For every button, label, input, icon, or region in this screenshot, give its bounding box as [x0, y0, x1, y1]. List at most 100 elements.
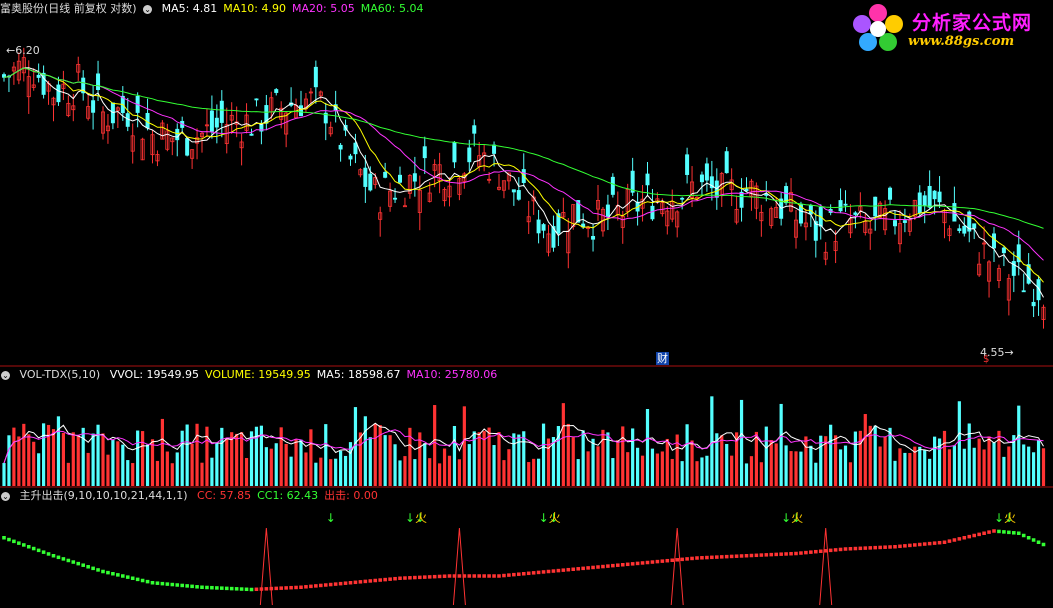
- candle-body: [823, 251, 828, 260]
- cc-segment: [596, 565, 600, 569]
- cc-segment: [715, 555, 719, 559]
- volume-bar: [527, 462, 531, 486]
- candle-body: [160, 122, 165, 140]
- cc-segment: [91, 566, 95, 571]
- dollar-marker[interactable]: $: [983, 354, 990, 365]
- indicator-header: ⌄ 主升出击(9,10,10,10,21,44,1,1) CC: 57.85 CC…: [0, 488, 390, 504]
- volume-bar: [863, 414, 867, 486]
- volume-bar: [452, 425, 457, 486]
- volume-bar: [383, 435, 387, 486]
- cc-segment: [724, 554, 729, 559]
- volume-bar: [695, 461, 699, 486]
- cc-segment: [165, 582, 170, 586]
- candle-body: [86, 106, 91, 119]
- volume-settings-icon[interactable]: ⌄: [1, 370, 10, 380]
- cc-segment: [739, 554, 744, 558]
- cc-segment: [22, 543, 26, 547]
- cc-segment: [328, 582, 333, 587]
- candle-body: [140, 138, 145, 161]
- price-header: 富奥股份(日线 前复权 对数) ⌄ MA5: 4.81 MA10: 4.90 MA2…: [0, 1, 435, 17]
- candle-body: [724, 151, 729, 174]
- indicator-settings-icon[interactable]: ⌄: [1, 491, 10, 501]
- volume-bar: [37, 453, 41, 486]
- volume-bar: [264, 447, 268, 486]
- candle-body: [759, 211, 764, 222]
- volume-bar: [591, 438, 595, 486]
- volume-label-3: MA10: 25780.06: [406, 368, 498, 381]
- candle-body: [789, 192, 794, 212]
- volume-bar: [749, 456, 754, 486]
- cc-segment: [1002, 530, 1006, 534]
- cc-segment: [997, 529, 1001, 534]
- cc-segment: [710, 555, 714, 560]
- price-settings-icon[interactable]: ⌄: [143, 4, 153, 14]
- volume-label-2: MA5: 18598.67: [316, 368, 401, 381]
- volume-bar: [566, 423, 570, 486]
- volume-bar: [185, 424, 189, 486]
- cc-segment: [1036, 540, 1041, 544]
- volume-bar: [621, 426, 625, 486]
- volume-title: VOL-TDX(5,10): [19, 368, 101, 381]
- cc-segment: [12, 539, 16, 544]
- candle-body: [214, 117, 219, 128]
- signal-arrow-icon: ↓: [326, 511, 336, 525]
- candle-body: [165, 130, 170, 150]
- cc-segment: [616, 563, 620, 567]
- cc-segment: [1016, 531, 1021, 535]
- volume-bar: [269, 448, 273, 486]
- candle-body: [76, 63, 81, 73]
- volume-bar: [799, 451, 803, 486]
- volume-bar: [735, 432, 739, 486]
- volume-bar: [329, 459, 333, 486]
- cc-segment: [729, 554, 734, 559]
- candle-body: [190, 149, 195, 159]
- cc-segment: [190, 584, 194, 589]
- volume-bar: [319, 457, 323, 486]
- candle-body: [957, 228, 962, 231]
- candle-body: [699, 174, 704, 183]
- volume-bar: [888, 427, 892, 486]
- volume-bar: [804, 436, 808, 486]
- candle-body: [457, 178, 462, 195]
- finance-marker[interactable]: 财: [656, 352, 669, 365]
- candle-body: [66, 102, 71, 116]
- candle-body: [902, 220, 907, 223]
- cc-segment: [46, 552, 51, 556]
- volume-bar: [1022, 444, 1026, 486]
- signal-arrow-icon: ↓↓: [405, 511, 425, 525]
- cc-segment: [675, 558, 679, 562]
- candle-body: [927, 185, 932, 208]
- volume-bar: [819, 435, 823, 486]
- candle-body: [937, 191, 942, 203]
- cc-segment: [210, 585, 214, 590]
- volume-bar: [690, 440, 694, 486]
- candle-body: [244, 114, 249, 131]
- cc-segment: [408, 576, 412, 580]
- cc-segment: [571, 567, 576, 571]
- cc-segment: [759, 553, 764, 557]
- cc-segment: [804, 550, 808, 555]
- cc-segment: [962, 536, 967, 540]
- candle-body: [1041, 306, 1046, 320]
- cc-segment: [71, 560, 76, 564]
- cc-segment: [917, 542, 922, 547]
- candle-body: [917, 192, 922, 214]
- candle-body: [145, 112, 150, 129]
- candle-body: [808, 205, 813, 215]
- candle-body: [338, 144, 343, 150]
- cc-segment: [1026, 536, 1031, 540]
- site-logo[interactable]: 分析家公式网 www.88gs.com: [850, 2, 1050, 54]
- candle-body: [977, 263, 982, 276]
- ma5-line: [3, 67, 1044, 298]
- candle-body: [442, 188, 447, 202]
- candle-body: [690, 181, 695, 199]
- candle-body: [41, 72, 46, 95]
- volume-bar: [616, 440, 620, 486]
- ma20-line: [3, 67, 1044, 261]
- candle-body: [660, 202, 665, 215]
- volume-bar: [843, 445, 848, 486]
- volume-bar: [200, 462, 204, 486]
- candle-body: [368, 173, 373, 191]
- volume-bar: [205, 426, 209, 486]
